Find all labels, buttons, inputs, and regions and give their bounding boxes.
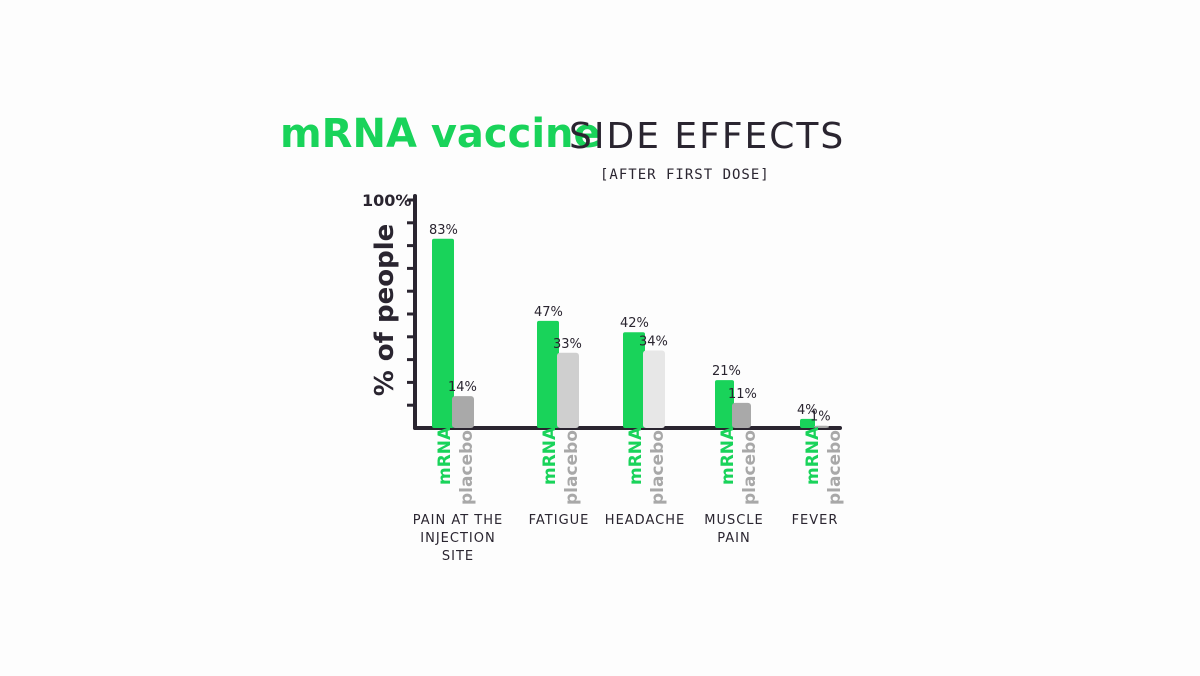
bar-placebo: [643, 350, 665, 428]
bar-placebo: [557, 352, 579, 428]
series-label-placebo: placebo: [825, 430, 845, 505]
category-label: FATIGUE: [529, 513, 590, 528]
series-label-placebo: placebo: [562, 430, 582, 505]
value-label-placebo: 1%: [810, 410, 831, 425]
value-label-mrna: 21%: [712, 364, 741, 379]
category-label: SITE: [442, 549, 474, 564]
bars: [432, 238, 829, 428]
value-label-placebo: 11%: [728, 387, 757, 402]
bar-mrna: [537, 320, 559, 428]
value-label-mrna: 83%: [429, 223, 458, 238]
value-label-placebo: 34%: [639, 334, 668, 349]
y-axis-label: % of people: [370, 224, 400, 397]
series-label-placebo: placebo: [648, 430, 668, 505]
series-label-mrna: mRNA: [718, 426, 738, 485]
value-label-mrna: 47%: [534, 305, 563, 320]
category-label: FEVER: [792, 513, 839, 528]
bar-mrna: [432, 238, 454, 428]
category-label: HEADACHE: [605, 513, 685, 528]
bar-mrna: [715, 380, 734, 428]
series-label-mrna: mRNA: [803, 426, 823, 485]
value-label-placebo: 14%: [448, 380, 477, 395]
value-label-mrna: 42%: [620, 316, 649, 331]
category-label: PAIN AT THE: [413, 513, 503, 528]
category-label: MUSCLE: [704, 513, 764, 528]
bar-mrna: [623, 332, 645, 428]
series-label-mrna: mRNA: [626, 426, 646, 485]
y-axis-max-label: 100%: [362, 191, 411, 210]
category-label: PAIN: [717, 531, 750, 546]
series-label-placebo: placebo: [457, 430, 477, 505]
chart-title-part1: mRNA vaccine: [280, 111, 601, 157]
bar-placebo: [452, 396, 474, 428]
bar-placebo: [732, 402, 751, 428]
chart-title-part2: SIDE EFFECTS: [569, 116, 845, 157]
series-label-mrna: mRNA: [540, 426, 560, 485]
bar-placebo: [814, 425, 829, 428]
category-label: INJECTION: [420, 531, 495, 546]
bar-mrna: [800, 418, 815, 428]
value-label-placebo: 33%: [553, 337, 582, 352]
value-label-mrna: 4%: [797, 403, 818, 418]
series-label-mrna: mRNA: [435, 426, 455, 485]
chart-subtitle: [AFTER FIRST DOSE]: [600, 167, 770, 183]
series-label-placebo: placebo: [740, 430, 760, 505]
